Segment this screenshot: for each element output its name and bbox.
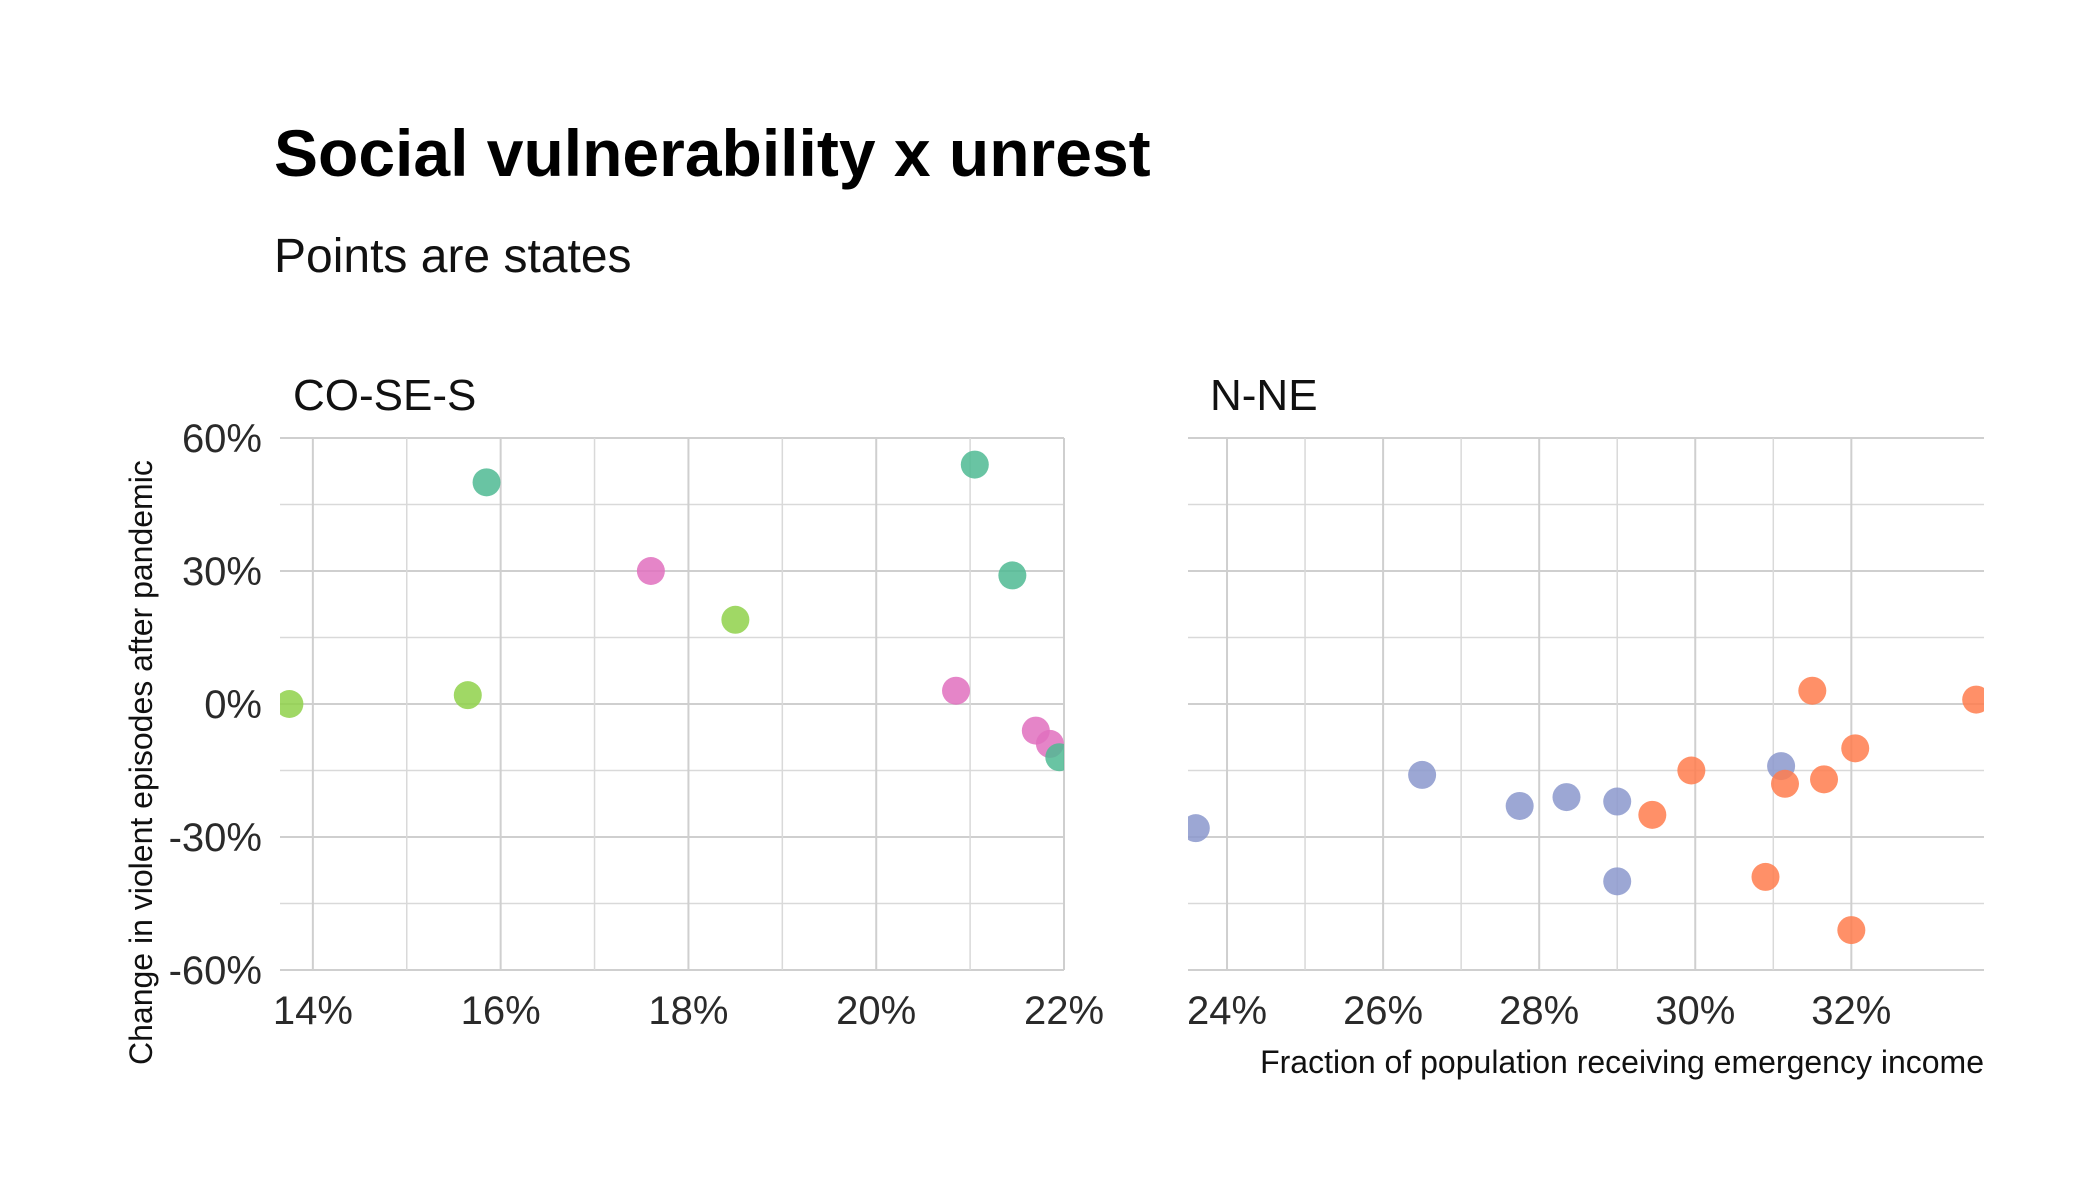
x-tick-label: 28% [1499, 989, 1579, 1033]
y-tick-label: 30% [182, 550, 262, 594]
data-point [472, 468, 501, 497]
chart-title: Social vulnerability x unrest [274, 116, 1151, 190]
data-point [1603, 867, 1632, 896]
data-point [1962, 685, 1984, 714]
data-points [1188, 676, 1984, 945]
data-point [1552, 783, 1581, 812]
x-tick-label: 18% [648, 989, 728, 1033]
x-tick-label: 14% [273, 989, 353, 1033]
panel-n-ne: N-NE 24% 26% 28% 30% 32% [1187, 371, 1984, 1033]
data-point [960, 450, 989, 479]
panel-strip-label: N-NE [1210, 371, 1318, 420]
data-point [1798, 676, 1827, 705]
data-point [942, 676, 971, 705]
data-point [1188, 814, 1210, 843]
gridlines [280, 437, 1065, 971]
data-point [1837, 916, 1866, 945]
data-point [1810, 765, 1839, 794]
x-tick-label: 26% [1343, 989, 1423, 1033]
data-point [1771, 769, 1799, 798]
data-point [1841, 734, 1870, 763]
x-tick-label: 16% [461, 989, 541, 1033]
data-point [1603, 787, 1632, 816]
y-tick-label: 60% [182, 417, 262, 461]
data-point [1751, 862, 1780, 891]
data-point [1505, 791, 1534, 820]
y-tick-label: 0% [204, 683, 262, 727]
data-point [280, 690, 304, 718]
data-point [1677, 756, 1706, 785]
data-point [1408, 760, 1437, 789]
data-point [1638, 800, 1667, 829]
x-tick-label: 22% [1024, 989, 1104, 1033]
x-tick-label: 30% [1655, 989, 1735, 1033]
data-point [453, 681, 482, 710]
data-point [998, 561, 1027, 590]
y-tick-label: -30% [169, 816, 262, 860]
panel-co-se-s: CO-SE-S 14% 16% 18% 20% 22% 60% 30% 0% -30% -60% [169, 371, 1104, 1033]
x-tick-label: 24% [1187, 989, 1267, 1033]
gridlines [1188, 437, 1984, 971]
data-points [280, 450, 1064, 772]
data-point [721, 605, 750, 634]
x-axis-title: Fraction of population receiving emergen… [1260, 1044, 1984, 1080]
data-point [1045, 743, 1064, 772]
panel-strip-label: CO-SE-S [293, 371, 476, 420]
x-tick-label: 32% [1811, 989, 1891, 1033]
chart-subtitle: Points are states [274, 230, 632, 283]
data-point [636, 557, 665, 585]
y-tick-label: -60% [169, 949, 262, 993]
y-axis-title: Change in violent episodes after pandemi… [123, 460, 159, 1065]
x-tick-label: 20% [836, 989, 916, 1033]
